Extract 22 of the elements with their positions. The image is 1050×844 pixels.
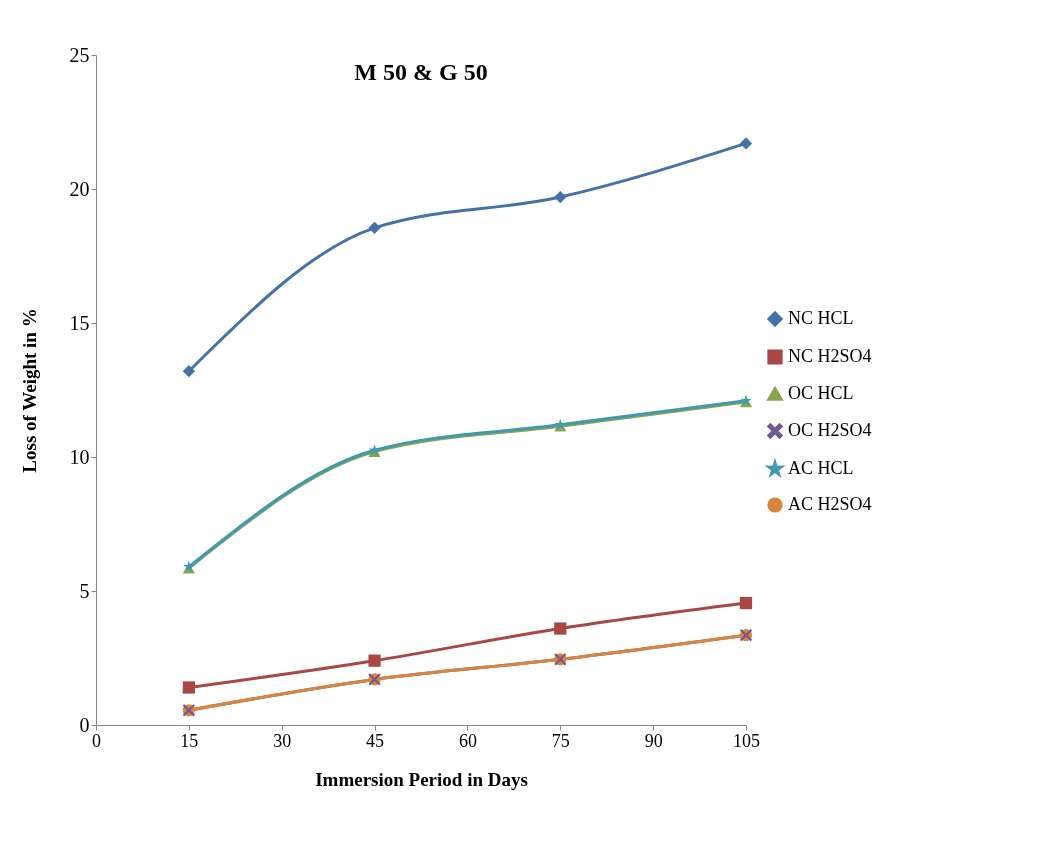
y-tick-label: 0 [79,713,90,736]
x-tick-label: 45 [366,730,385,751]
x-tick-label: 60 [458,730,477,751]
legend-label: NC HCL [788,308,854,328]
y-tick-label: 20 [69,177,90,200]
legend-label: OC H2SO4 [788,420,872,440]
chart-title: M 50 & G 50 [354,59,488,85]
x-tick-label: 105 [733,730,760,751]
x-axis-title: Immersion Period in Days [315,768,528,790]
y-tick-label: 15 [69,311,90,334]
x-tick-label: 90 [644,730,663,751]
x-tick-label: 30 [273,730,292,751]
y-tick-label: 10 [69,445,90,468]
y-tick-label: 5 [79,579,90,602]
y-tick-label: 25 [69,43,90,66]
legend-label: AC HCL [788,458,854,478]
legend-label: OC HCL [788,383,854,403]
legend-label: NC H2SO4 [788,346,872,366]
legend-label: AC H2SO4 [788,494,872,514]
x-tick-label: 75 [551,730,570,751]
x-tick-label: 15 [180,730,199,751]
y-axis-title: Loss of Weight in % [18,308,40,473]
